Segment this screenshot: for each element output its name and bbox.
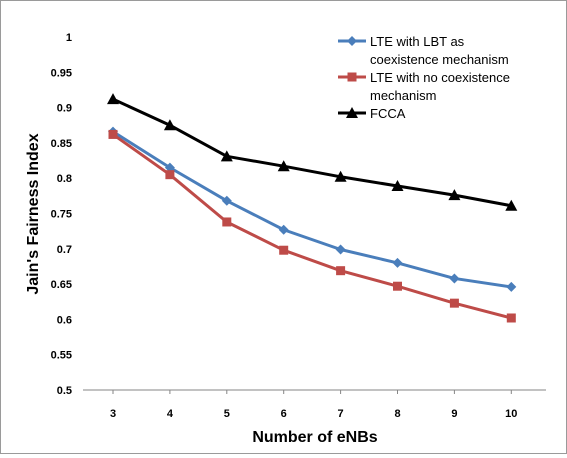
- y-tick-label: 0.5: [57, 385, 72, 397]
- data-point: [277, 160, 290, 172]
- legend-item-2: LTE with no coexistence mechanism: [338, 70, 510, 103]
- data-point: [449, 273, 460, 284]
- y-tick-label: 0.75: [51, 209, 72, 221]
- y-tick-label: 0.8: [57, 173, 72, 185]
- y-tick-label: 0.7: [57, 244, 72, 256]
- legend-label: mechanism: [370, 88, 436, 103]
- data-point: [335, 244, 346, 255]
- data-point: [163, 119, 176, 131]
- y-tick-label: 0.65: [51, 279, 72, 291]
- data-point: [393, 281, 402, 291]
- x-tick-label: 4: [167, 408, 174, 420]
- data-point: [392, 257, 403, 268]
- data-point: [505, 199, 518, 211]
- legend-swatch-marker: [347, 72, 357, 82]
- data-point: [164, 162, 175, 173]
- series-line: [112, 133, 512, 320]
- legend-swatch-marker: [347, 36, 357, 46]
- data-point: [334, 170, 347, 182]
- legend-label: FCCA: [370, 106, 406, 121]
- data-point: [220, 150, 233, 162]
- y-tick-label: 0.55: [51, 350, 72, 362]
- data-point: [448, 189, 461, 201]
- y-axis-title: Jain's Fairness Index: [25, 133, 42, 294]
- x-tick-label: 9: [451, 408, 457, 420]
- x-tick-label: 8: [394, 408, 400, 420]
- legend-label: LTE with LBT as: [370, 34, 465, 49]
- y-tick-label: 0.6: [57, 314, 72, 326]
- x-tick-label: 10: [505, 408, 517, 420]
- data-point: [222, 217, 232, 227]
- data-point: [278, 224, 289, 235]
- legend-label: coexistence mechanism: [370, 52, 509, 67]
- data-point: [449, 298, 459, 308]
- series-1: [108, 126, 517, 292]
- legend-item-1: LTE with LBT as coexistence mechanism: [338, 34, 509, 67]
- legend-label: LTE with no coexistence: [370, 70, 510, 85]
- y-tick-label: 0.85: [51, 138, 72, 150]
- series-line: [112, 130, 512, 289]
- data-point: [279, 245, 289, 255]
- data-point: [391, 179, 404, 191]
- y-tick-label: 1: [66, 32, 72, 44]
- y-tick-label: 0.95: [51, 67, 72, 79]
- x-tick-label: 3: [110, 408, 116, 420]
- y-axis-ticks: 0.5 0.55 0.6 0.65 0.7 0.75 0.8 0.85 0.9 0.95 1: [51, 32, 72, 397]
- legend-item-3: FCCA: [338, 106, 406, 121]
- data-point: [165, 170, 175, 180]
- data-point: [107, 93, 119, 105]
- series-2: [108, 129, 516, 323]
- data-point: [108, 129, 118, 139]
- x-tick-label: 5: [224, 408, 230, 420]
- data-point: [506, 281, 517, 292]
- x-axis-ticks: 3 4 5 6 7 8 9 10: [110, 390, 517, 420]
- series-layer: [107, 93, 518, 323]
- data-point: [221, 195, 232, 206]
- x-axis-title: Number of eNBs: [252, 429, 377, 446]
- data-point: [336, 266, 346, 276]
- series-line: [112, 97, 512, 208]
- x-tick-label: 7: [338, 408, 344, 420]
- x-tick-label: 6: [281, 408, 287, 420]
- y-tick-label: 0.9: [57, 103, 72, 115]
- series-3: [107, 93, 518, 211]
- data-point: [506, 313, 516, 323]
- legend-swatch-marker: [346, 107, 358, 118]
